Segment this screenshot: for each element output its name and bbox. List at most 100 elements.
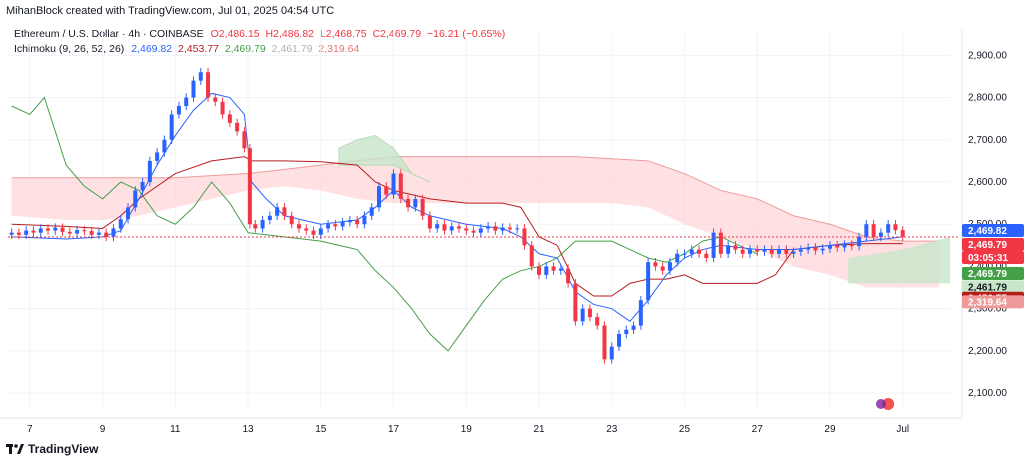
candle-body xyxy=(515,228,520,230)
kijun-sen-line xyxy=(11,156,903,297)
candle-body xyxy=(820,248,825,251)
candle-body xyxy=(667,262,672,271)
x-tick-label: 9 xyxy=(100,424,106,435)
candle-body xyxy=(67,231,72,234)
tradingview-brand: TradingView xyxy=(28,442,99,456)
candle-body xyxy=(449,226,454,231)
candle-body xyxy=(104,232,109,237)
candle-body xyxy=(755,249,760,252)
candle-body xyxy=(89,230,94,235)
price-label-text: 2,461.79 xyxy=(968,282,1007,293)
candle-body xyxy=(864,224,869,237)
candle-body xyxy=(38,228,43,233)
candle-body xyxy=(857,236,862,247)
candle-body xyxy=(333,224,338,227)
candle-body xyxy=(587,308,592,318)
candle-body xyxy=(427,215,432,229)
candle-body xyxy=(827,245,832,249)
y-tick-label: 2,300.00 xyxy=(968,304,1007,315)
candle-body xyxy=(340,222,345,227)
candle-body xyxy=(878,232,883,237)
candle-body xyxy=(689,249,694,254)
candle-body xyxy=(697,249,702,254)
candle-body xyxy=(493,226,498,231)
event-flag-icon xyxy=(875,399,886,409)
candle-body xyxy=(435,224,440,229)
candle-body xyxy=(769,249,774,254)
symbol-name: Ethereum / U.S. Dollar · 4h · COINBASE xyxy=(14,28,204,40)
y-tick-label: 2,400.00 xyxy=(968,261,1007,272)
candle-body xyxy=(376,186,381,208)
candle-body xyxy=(275,207,280,216)
candle-body xyxy=(304,228,309,231)
y-tick-label: 2,100.00 xyxy=(968,388,1007,399)
candle-body xyxy=(311,230,316,235)
x-tick-label: 29 xyxy=(824,424,836,435)
candle-body xyxy=(784,249,789,254)
candle-body xyxy=(726,245,731,254)
candle-body xyxy=(798,249,803,252)
candle-body xyxy=(478,228,483,233)
lead2-value: 2,461.79 xyxy=(271,43,313,55)
candle-body xyxy=(282,207,287,216)
y-tick-label: 2,800.00 xyxy=(968,93,1007,104)
candle-body xyxy=(566,268,571,284)
tradingview-footer[interactable]: TradingView xyxy=(6,442,98,456)
candle-body xyxy=(602,325,607,360)
candle-body xyxy=(147,160,152,182)
candle-body xyxy=(791,251,796,254)
candle-body xyxy=(31,230,36,233)
y-tick-label: 2,200.00 xyxy=(968,346,1007,357)
candle-body xyxy=(806,247,811,250)
candle-body xyxy=(886,224,891,233)
candle-body xyxy=(704,253,709,258)
candle-body xyxy=(718,232,723,254)
candle-body xyxy=(871,224,876,237)
candle-body xyxy=(260,220,265,229)
candle-body xyxy=(206,72,211,98)
kumo-cloud-bearish xyxy=(11,156,940,288)
candle-body xyxy=(133,190,138,208)
candle-body xyxy=(617,334,622,347)
x-tick-label: 15 xyxy=(315,424,327,435)
candle-body xyxy=(595,317,600,326)
x-tick-label: 25 xyxy=(679,424,691,435)
lead1-value: 2,469.79 xyxy=(224,43,266,55)
ohlc-low: L2,468.75 xyxy=(319,28,367,40)
candle-body xyxy=(235,122,240,132)
x-tick-label: Jul xyxy=(896,424,909,435)
candle-body xyxy=(551,266,556,271)
ohlc-close: C2,469.79 xyxy=(372,28,422,40)
candle-body xyxy=(347,220,352,223)
candle-body xyxy=(247,148,252,225)
candle-body xyxy=(813,247,818,251)
price-label-badge xyxy=(962,223,1024,237)
x-tick-label: 21 xyxy=(533,424,545,435)
candle-body xyxy=(60,227,65,232)
candle-body xyxy=(140,182,145,191)
y-tick-label: 2,700.00 xyxy=(968,135,1007,146)
candle-body xyxy=(500,227,505,231)
candle-body xyxy=(16,232,21,235)
price-label-text: 2,469.79 xyxy=(968,269,1007,280)
candle-body xyxy=(318,228,323,235)
candle-body xyxy=(631,325,636,330)
candle-body xyxy=(53,227,58,231)
candle-body xyxy=(384,186,389,195)
candle-body xyxy=(191,80,196,98)
price-label-badge xyxy=(962,266,1024,280)
candle-body xyxy=(75,230,80,234)
price-label-text: 03:05:31 xyxy=(968,253,1008,264)
base-line-value: 2,453.77 xyxy=(178,43,219,55)
candle-body xyxy=(126,207,131,220)
candle-body xyxy=(253,224,258,229)
price-label-badge xyxy=(962,250,1024,264)
price-label-badge xyxy=(962,280,1024,294)
kumo-cloud-future xyxy=(848,236,950,284)
candle-body xyxy=(464,228,469,231)
senkou-span-b-line xyxy=(11,156,940,242)
candle-body xyxy=(638,300,643,326)
indicator-legend[interactable]: Ichimoku (9, 26, 52, 26) 2,469.82 2,453.… xyxy=(14,43,362,55)
candle-body xyxy=(573,283,578,322)
